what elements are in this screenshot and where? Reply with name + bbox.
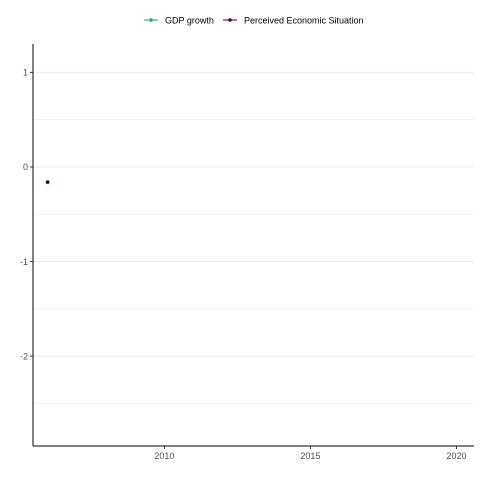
legend-item-gdp-growth: GDP growth bbox=[144, 16, 214, 26]
legend-key-gdp-growth-point bbox=[149, 18, 153, 22]
legend: GDP growth Perceived Economic Situation bbox=[144, 16, 364, 26]
legend-label-gdp-growth: GDP growth bbox=[165, 16, 214, 26]
y-tick-label: 0 bbox=[23, 162, 28, 172]
x-axis-ticks: 2010 2015 2020 bbox=[154, 446, 466, 461]
data-point-perceived-economic-situation bbox=[45, 180, 50, 184]
y-tick-label: -1 bbox=[20, 257, 28, 267]
legend-key-perceived-economic-situation-point bbox=[228, 18, 232, 22]
y-tick-label: -2 bbox=[20, 351, 28, 361]
legend-label-perceived-economic-situation: Perceived Economic Situation bbox=[244, 16, 364, 26]
x-tick-label: 2015 bbox=[300, 451, 320, 461]
x-tick-label: 2020 bbox=[446, 451, 466, 461]
x-tick-label: 2010 bbox=[154, 451, 174, 461]
series-layer bbox=[45, 180, 50, 184]
legend-item-perceived-economic-situation: Perceived Economic Situation bbox=[223, 16, 364, 26]
gridlines bbox=[33, 71, 474, 404]
y-tick-label: 1 bbox=[23, 68, 28, 78]
y-axis-ticks: 1 0 -1 -2 bbox=[20, 68, 33, 361]
